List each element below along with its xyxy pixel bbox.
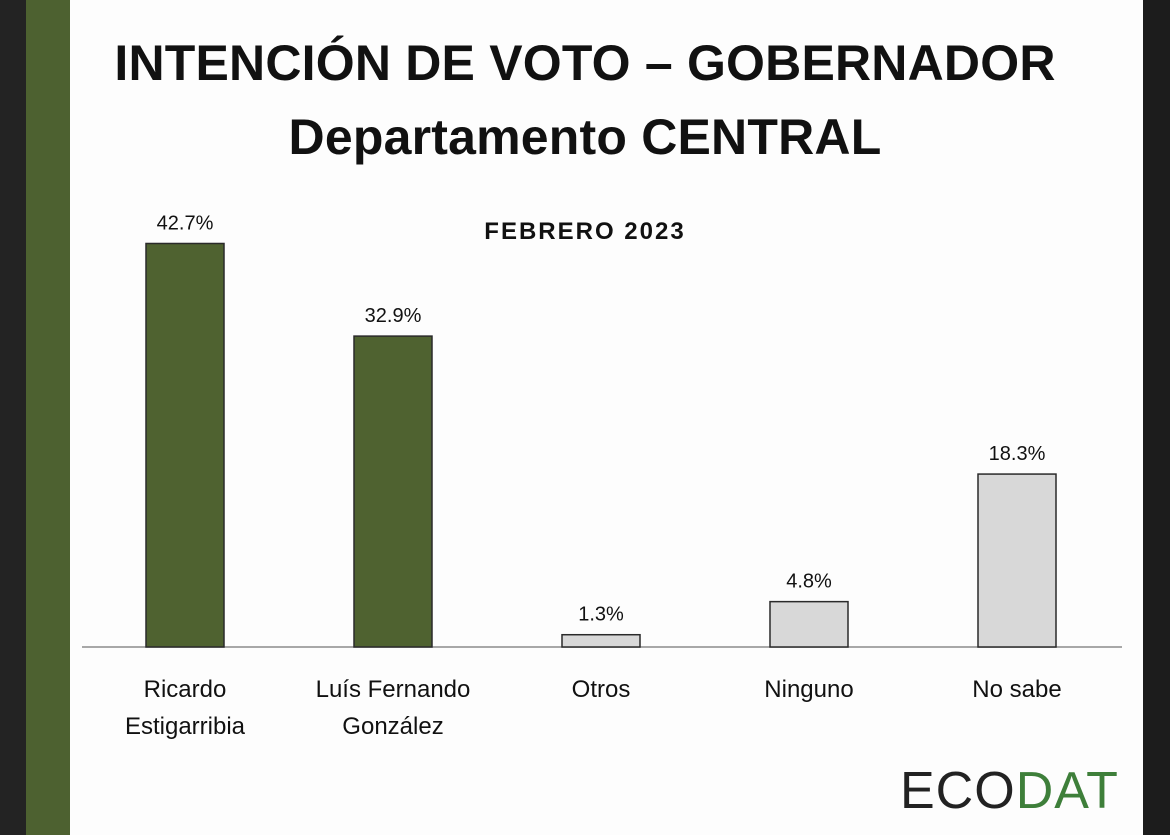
data-label-3: 4.8% <box>786 571 832 593</box>
category-label-1: Luís Fernando González <box>316 676 471 740</box>
data-label-1: 32.9% <box>365 305 422 327</box>
category-label-0: Ricardo Estigarribia <box>125 676 246 740</box>
slide-background <box>70 0 1143 835</box>
slide-title-line2: Departamento CENTRAL <box>288 109 882 165</box>
bar-3 <box>769 600 849 648</box>
chart-title: FEBRERO 2023 <box>484 218 686 245</box>
logo-text-ec: EC <box>900 762 975 820</box>
category-label-4: No sabe <box>972 676 1061 703</box>
data-label-2: 1.3% <box>578 604 624 626</box>
logo-text-dat: DAT <box>1015 762 1119 820</box>
right-dark-edge <box>1143 0 1170 835</box>
left-dark-edge <box>0 0 26 835</box>
bar-0 <box>145 242 225 648</box>
data-label-4: 18.3% <box>989 443 1046 465</box>
bar-2 <box>561 633 641 648</box>
ecodat-logo: ECODAT <box>900 762 1130 820</box>
data-label-0: 42.7% <box>157 212 214 234</box>
left-accent-band <box>26 0 70 835</box>
category-label-3: Ninguno <box>764 676 853 703</box>
bar-1 <box>353 335 433 648</box>
logo-text-o: O <box>974 762 1016 820</box>
category-label-2: Otros <box>572 676 631 703</box>
slide-title-line1: INTENCIÓN DE VOTO – GOBERNADOR <box>114 35 1056 91</box>
bar-4 <box>977 473 1057 648</box>
